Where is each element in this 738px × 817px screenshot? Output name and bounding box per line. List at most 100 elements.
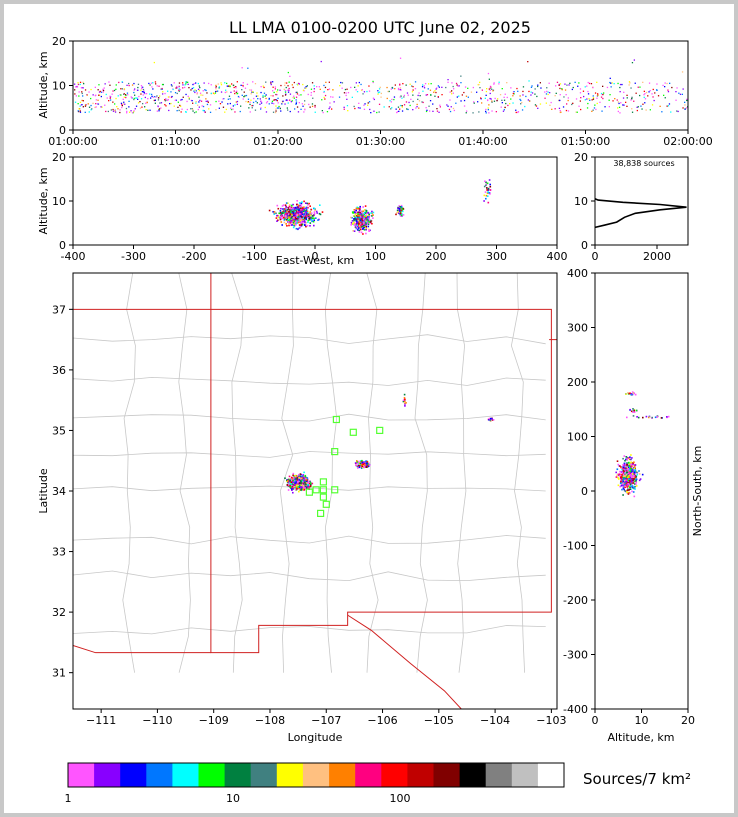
time-source-point [531,92,534,94]
time-source-point [329,106,331,108]
time-source-point [188,98,190,100]
ns-source-point [667,415,670,418]
time-source-point [145,109,147,111]
time-source-point [209,111,212,113]
ew-source-point [357,229,359,231]
time-source-point [643,94,645,96]
ns-source-point [632,482,634,484]
time-source-point [447,79,449,81]
ew-source-point [299,219,301,222]
ew-source-point [293,216,295,218]
time-source-point [485,94,487,96]
plan-source-point [304,474,307,477]
ew-source-point [399,212,402,215]
plan-source-point [299,486,301,489]
time-source-point [630,87,632,89]
time-source-point [429,89,432,91]
ew-source-point [284,217,286,220]
colorbar-swatch [433,763,461,787]
ew-source-point [369,222,372,224]
time-source-point [82,81,84,83]
time-source-point [224,82,226,84]
time-source-point [520,99,522,102]
ew-source-point [372,214,374,216]
time-source-point [617,107,619,109]
time-source-point [125,96,127,99]
time-source-point [589,99,591,101]
ew-source-point [296,219,299,221]
time-source-point [664,97,666,99]
time-source-point [84,104,87,106]
ew-source-point [289,218,291,221]
time-source-point [489,92,491,95]
time-source-point [288,89,290,92]
ew-source-point [363,224,366,226]
time-source-point [274,111,277,114]
time-source-point [578,105,580,107]
time-source-point [559,110,561,112]
time-source-point [566,84,568,86]
ew-source-point [357,225,359,227]
ew-source-point [302,210,305,212]
time-source-point [217,90,219,92]
time-source-point [438,86,440,88]
time-source-point [273,103,275,105]
ew-source-point [304,221,306,223]
time-source-point [338,96,341,98]
time-source-point [534,93,536,95]
time-source-point [198,85,200,87]
ew-source-point [306,202,309,205]
time-source-point [215,100,217,103]
time-source-point [449,91,451,93]
time-source-point [561,88,563,90]
time-source-point [136,89,139,91]
time-source-point [522,86,525,88]
time-source-point [501,102,503,104]
lma-stations [305,415,384,517]
time-source-point [372,80,374,83]
time-source-point [151,86,153,88]
time-source-point [184,86,186,89]
time-source-point [512,102,514,104]
time-source-point [644,98,647,100]
time-source-point [399,83,401,85]
p2-y-tick-label: 20 [52,151,66,164]
time-source-point [272,81,274,83]
ew-source-point [355,207,358,210]
time-source-point [368,101,371,103]
time-source-point [202,105,205,108]
time-source-point [268,97,270,100]
time-source-point [506,82,508,84]
time-source-point [161,83,164,86]
time-source-point [195,101,197,103]
time-source-point [666,105,668,107]
time-source-point [399,57,402,59]
time-source-point [236,103,238,105]
ew-source-point [367,211,369,214]
time-source-point [88,111,90,113]
ew-source-point [361,216,363,219]
p5-y-tick-label: -400 [563,703,588,716]
time-source-point [447,105,449,107]
time-source-point [311,105,314,107]
time-source-point [222,98,224,100]
county-line [510,273,525,673]
ew-source-point [299,204,301,207]
time-source-point [178,88,180,90]
ns-source-point [634,483,636,485]
plan-source-point [298,490,300,493]
time-source-point [519,98,521,101]
p5-y-tick-label: 200 [567,376,588,389]
ew-source-point [279,218,282,221]
time-source-point [106,97,108,99]
time-source-point [399,96,401,98]
east-west-ylabel: Altitude, km [37,167,50,234]
time-source-point [644,92,646,95]
time-source-point [390,108,392,110]
time-source-point [95,94,97,96]
p4-y-tick-label: 33 [52,546,66,559]
plan-source-point [292,491,294,494]
time-source-point [437,96,439,98]
time-source-point [451,82,453,84]
time-source-point [127,94,129,96]
